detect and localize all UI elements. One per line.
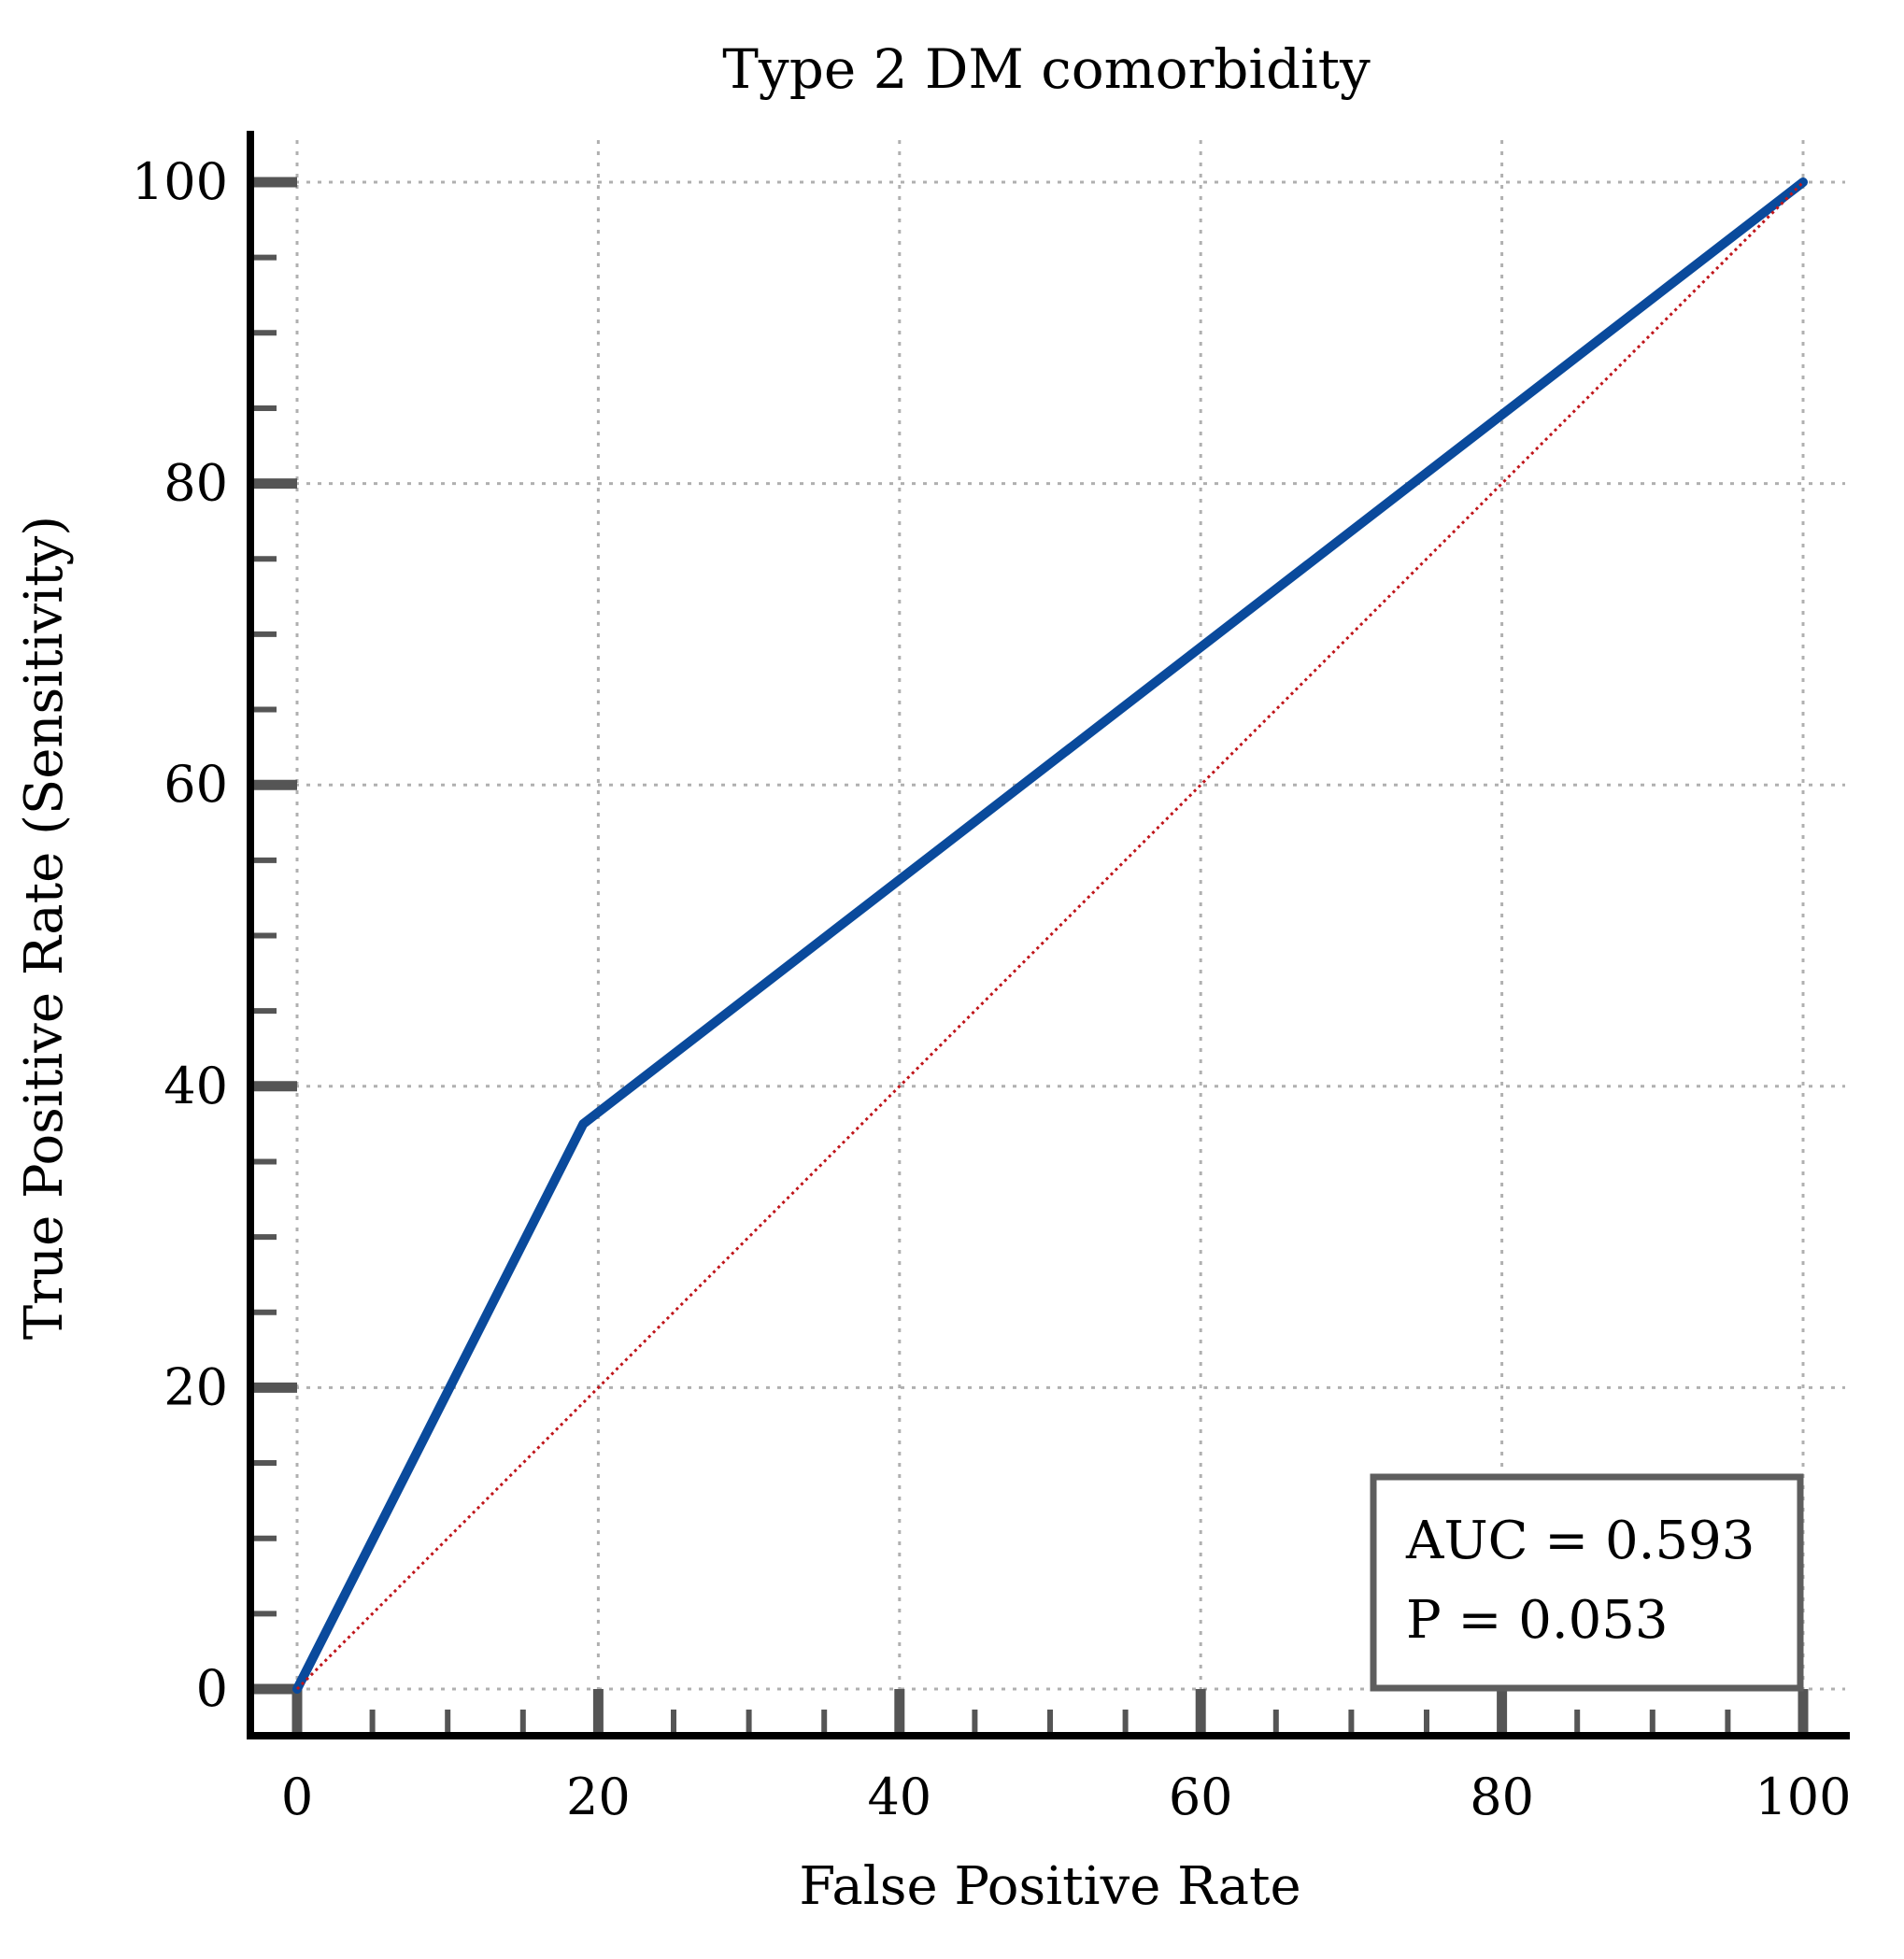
y-axis-label: True Positive Rate (Sensitivity) xyxy=(14,516,75,1340)
y-tick-label-40: 40 xyxy=(163,1057,228,1115)
roc-curve-line xyxy=(292,177,1808,1694)
p-value-label: P = 0.053 xyxy=(1406,1590,1669,1651)
x-tick-label-60: 60 xyxy=(1169,1767,1233,1826)
minor-ticks xyxy=(250,254,1731,1736)
x-tick-label-40: 40 xyxy=(867,1767,931,1826)
y-tick-label-100: 100 xyxy=(132,152,228,211)
axes xyxy=(247,131,1850,1739)
x-tick-label-100: 100 xyxy=(1755,1767,1851,1826)
annotation-frame xyxy=(1370,1473,1804,1692)
reference-diagonal-line xyxy=(295,180,1805,1691)
series-layer xyxy=(292,177,1808,1694)
auc-label: AUC = 0.593 xyxy=(1405,1511,1755,1571)
tick-labels: 0 20 40 60 80 100 0 20 40 60 80 100 xyxy=(132,152,1852,1826)
y-tick-label-60: 60 xyxy=(163,755,228,814)
y-tick-label-80: 80 xyxy=(163,454,228,513)
major-ticks xyxy=(250,177,1809,1736)
y-tick-label-20: 20 xyxy=(163,1357,228,1416)
chart-title: Type 2 DM comorbidity xyxy=(722,37,1371,101)
x-axis-label: False Positive Rate xyxy=(799,1856,1300,1917)
x-tick-label-0: 0 xyxy=(281,1767,313,1826)
y-tick-label-0: 0 xyxy=(196,1659,228,1718)
grid xyxy=(250,140,1845,1736)
x-tick-label-80: 80 xyxy=(1470,1767,1534,1826)
annotation-box: AUC = 0.593 P = 0.053 xyxy=(1370,1473,1804,1692)
x-tick-label-20: 20 xyxy=(566,1767,631,1826)
